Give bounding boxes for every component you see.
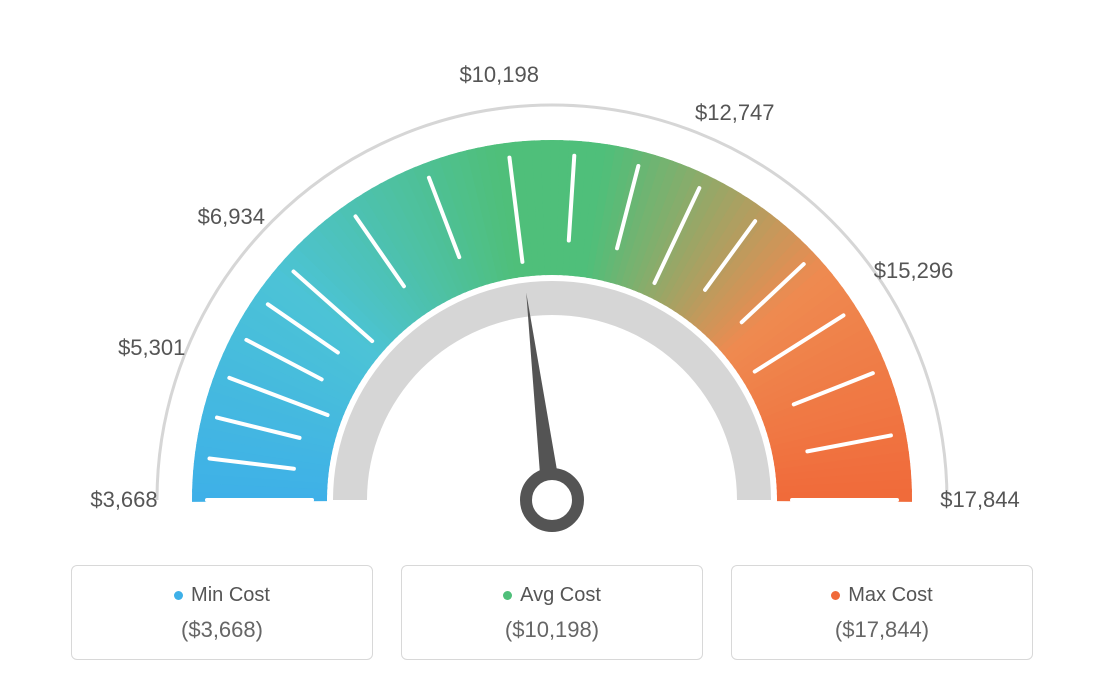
legend-value-max: ($17,844): [732, 617, 1032, 643]
gauge-tick-label: $15,296: [874, 258, 954, 284]
legend-value-min: ($3,668): [72, 617, 372, 643]
gauge-tick-label: $5,301: [118, 335, 185, 361]
gauge-tick-label: $10,198: [459, 62, 539, 88]
legend-title-max: Max Cost: [732, 584, 1032, 607]
legend-title-min: Min Cost: [72, 584, 372, 607]
legend-row: Min Cost ($3,668) Avg Cost ($10,198) Max…: [0, 565, 1104, 660]
legend-title-avg: Avg Cost: [402, 584, 702, 607]
gauge-tick-label: $3,668: [90, 487, 157, 513]
legend-title-max-text: Max Cost: [848, 584, 932, 607]
legend-box-avg: Avg Cost ($10,198): [401, 565, 703, 660]
gauge-tick-label: $12,747: [695, 100, 775, 126]
dot-min: [174, 591, 183, 600]
legend-value-avg: ($10,198): [402, 617, 702, 643]
gauge-area: $3,668 $5,301 $6,934 $10,198 $12,747 $15,296 $…: [0, 0, 1104, 540]
gauge-tick-label: $6,934: [198, 204, 265, 230]
legend-title-min-text: Min Cost: [191, 584, 270, 607]
gauge-tick-label: $17,844: [940, 487, 1020, 513]
dot-max: [831, 591, 840, 600]
dot-avg: [503, 591, 512, 600]
cost-gauge-chart: $3,668 $5,301 $6,934 $10,198 $12,747 $15,296 $…: [0, 0, 1104, 690]
legend-box-max: Max Cost ($17,844): [731, 565, 1033, 660]
legend-box-min: Min Cost ($3,668): [71, 565, 373, 660]
legend-title-avg-text: Avg Cost: [520, 584, 601, 607]
